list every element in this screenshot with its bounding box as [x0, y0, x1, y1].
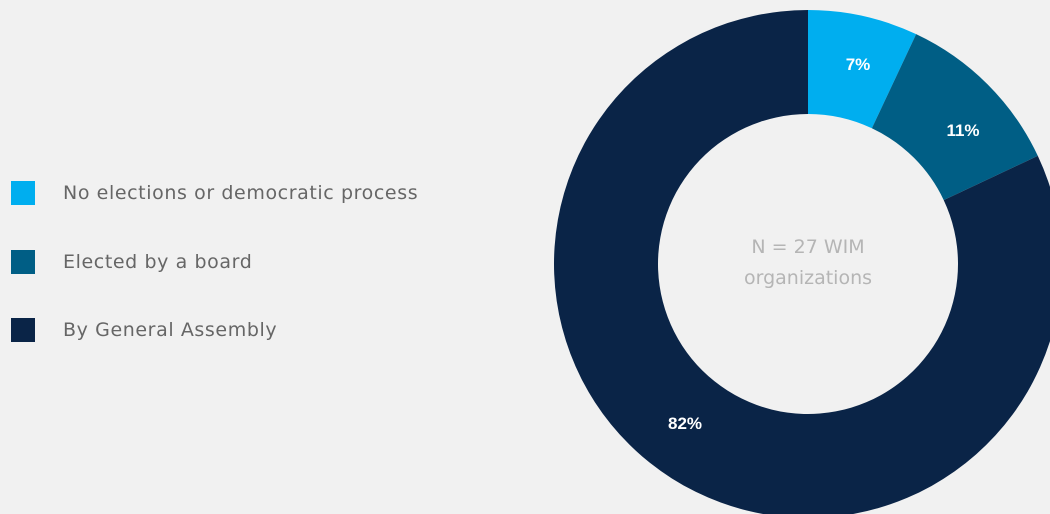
- center-label-line-1: N = 27 WIM: [751, 236, 864, 258]
- legend-label-no-elections: No elections or democratic process: [63, 182, 419, 204]
- center-label-line-2: organizations: [744, 267, 872, 289]
- slice-value-label-elected-by-board: 11%: [946, 121, 979, 140]
- donut-slices: [554, 10, 1050, 514]
- legend-swatch-general-assembly: [11, 318, 35, 342]
- legend-item-general-assembly: By General Assembly: [11, 318, 277, 342]
- legend-item-no-elections: No elections or democratic process: [11, 181, 418, 205]
- donut-slice-general-assembly: [554, 10, 1050, 514]
- legend-label-elected-by-board: Elected by a board: [63, 251, 253, 273]
- legend-swatch-elected-by-board: [11, 250, 35, 274]
- slice-value-label-no-elections: 7%: [846, 55, 871, 74]
- donut-slice-no-elections: [808, 10, 917, 129]
- donut-slice-elected-by-board: [871, 34, 1038, 201]
- legend-item-elected-by-board: Elected by a board: [11, 250, 252, 274]
- donut-slice-labels: 7% 11% 82%: [668, 55, 980, 433]
- legend-label-general-assembly: By General Assembly: [63, 319, 278, 341]
- slice-value-label-general-assembly: 82%: [668, 414, 702, 433]
- legend-swatch-no-elections: [11, 181, 35, 205]
